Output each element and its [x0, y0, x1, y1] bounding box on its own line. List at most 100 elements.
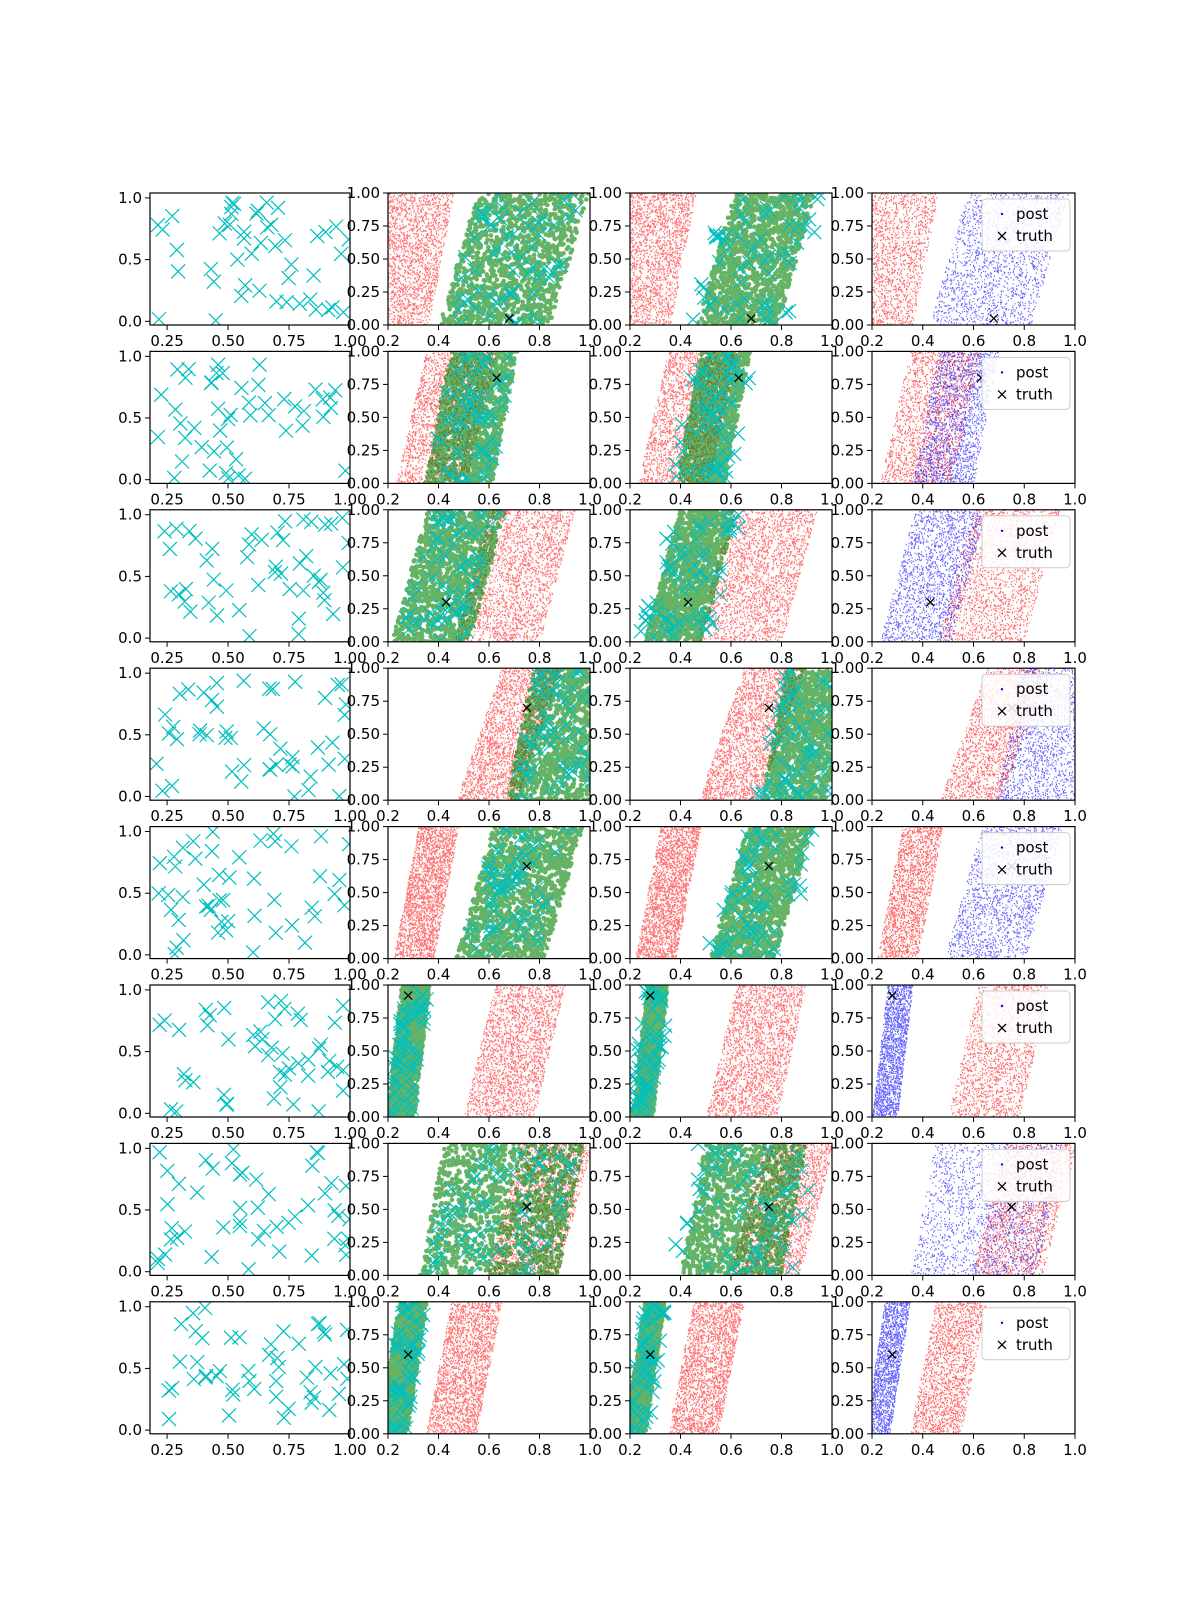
- x-tick-label: 0.4: [669, 966, 693, 984]
- x-tick-label: 0.8: [770, 807, 794, 825]
- axes-frame: [150, 827, 350, 959]
- y-tick-label: 0.50: [831, 1359, 864, 1377]
- x-tick-label: 0.8: [770, 332, 794, 350]
- legend: post truth: [982, 516, 1070, 568]
- y-tick-label: 0.75: [831, 851, 864, 869]
- x-tick-label: 0.8: [770, 490, 794, 508]
- y-tick-label: 0.50: [831, 408, 864, 426]
- x-tick-label: 0.25: [150, 807, 183, 825]
- x-tick-label: 0.6: [719, 1282, 743, 1300]
- y-tick-label: 0.0: [118, 312, 142, 330]
- y-tick-label: 1.00: [589, 659, 622, 677]
- y-tick-label: 0.25: [831, 600, 864, 618]
- x-tick-label: 0.75: [272, 966, 305, 984]
- x-tick-label: 0.8: [1012, 1124, 1036, 1142]
- y-tick-label: 0.50: [831, 725, 864, 743]
- x-tick-label: 0.6: [962, 966, 986, 984]
- y-tick-label: 1.00: [347, 659, 380, 677]
- y-tick-label: 0.00: [831, 1108, 864, 1126]
- y-tick-label: 0.50: [589, 1200, 622, 1218]
- x-tick-label: 0.6: [962, 1282, 986, 1300]
- y-tick-label: 1.00: [831, 1293, 864, 1311]
- panel-r3-c1: 0.25 0.50 0.75 1.000.00.51.0: [118, 506, 367, 667]
- panel-r8-c4: 0.2 0.4 0.6 0.8 1.00.000.250.500.751.00postt…: [831, 1293, 1087, 1459]
- legend-truth-label: truth: [1016, 544, 1053, 562]
- x-tick-label: 0.50: [211, 490, 244, 508]
- x-tick-label: 0.4: [669, 807, 693, 825]
- panel-r3-c3: 0.2 0.4 0.6 0.8 1.00.000.250.500.751.00: [589, 501, 844, 667]
- posterior-red-samples: [878, 827, 943, 959]
- y-tick-label: 0.75: [831, 1009, 864, 1027]
- panel-r8-c2: 0.2 0.4 0.6 0.8 1.00.000.250.500.751.00: [347, 1293, 602, 1459]
- y-tick-label: 0.75: [831, 375, 864, 393]
- y-tick-label: 0.25: [589, 283, 622, 301]
- x-tick-label: 0.4: [427, 1441, 451, 1459]
- y-tick-label: 0.5: [118, 726, 142, 744]
- y-tick-label: 0.00: [831, 1266, 864, 1284]
- y-tick-label: 0.25: [347, 1075, 380, 1093]
- proposal-red-samples: [636, 827, 701, 959]
- x-tick-label: 0.8: [528, 807, 552, 825]
- y-tick-label: 1.0: [118, 347, 142, 365]
- x-tick-label: 0.4: [911, 332, 935, 350]
- x-tick-label: 0.25: [150, 966, 183, 984]
- y-tick-label: 0.25: [589, 917, 622, 935]
- x-tick-label: 0.8: [770, 1282, 794, 1300]
- x-tick-label: 1.0: [1063, 1124, 1087, 1142]
- y-tick-label: 0.75: [589, 851, 622, 869]
- x-tick-label: 1.00: [333, 1441, 366, 1459]
- y-tick-label: 0.75: [347, 1326, 380, 1344]
- y-tick-label: 0.25: [831, 283, 864, 301]
- y-tick-label: 0.25: [347, 600, 380, 618]
- x-tick-label: 0.8: [528, 1282, 552, 1300]
- plot-area: [152, 825, 356, 961]
- x-tick-label: 0.8: [770, 649, 794, 667]
- x-tick-label: 0.4: [911, 1282, 935, 1300]
- y-tick-label: 0.25: [347, 283, 380, 301]
- y-tick-label: 0.50: [831, 1200, 864, 1218]
- y-tick-label: 1.0: [118, 1139, 142, 1157]
- legend-truth-label: truth: [1016, 385, 1053, 403]
- panel-r2-c2: 0.2 0.4 0.6 0.8 1.00.000.250.500.751.00: [347, 342, 602, 508]
- y-tick-label: 1.00: [589, 1134, 622, 1152]
- x-tick-label: 0.4: [911, 490, 935, 508]
- y-tick-label: 1.00: [347, 976, 380, 994]
- y-tick-label: 1.00: [589, 818, 622, 836]
- y-tick-label: 1.00: [347, 1293, 380, 1311]
- y-tick-label: 0.50: [589, 725, 622, 743]
- x-tick-label: 0.4: [427, 649, 451, 667]
- x-tick-label: 0.4: [427, 807, 451, 825]
- x-tick-label: 0.8: [528, 332, 552, 350]
- legend-post-label: post: [1016, 522, 1049, 540]
- x-tick-label: 0.6: [477, 1124, 501, 1142]
- x-tick-label: 0.6: [477, 649, 501, 667]
- y-tick-label: 1.00: [831, 184, 864, 202]
- plot-area: [151, 1142, 357, 1276]
- y-tick-label: 1.00: [347, 501, 380, 519]
- legend-truth-label: truth: [1016, 1019, 1053, 1037]
- y-tick-label: 0.00: [347, 950, 380, 968]
- y-tick-label: 0.00: [347, 316, 380, 334]
- y-tick-label: 0.0: [118, 471, 142, 489]
- legend-post-label: post: [1016, 205, 1049, 223]
- x-tick-label: 0.2: [860, 1441, 884, 1459]
- panel-r6-c3: 0.2 0.4 0.6 0.8 1.00.000.250.500.751.00: [589, 976, 844, 1142]
- y-tick-label: 0.5: [118, 251, 142, 269]
- y-tick-label: 0.50: [589, 250, 622, 268]
- x-tick-label: 0.25: [150, 1124, 183, 1142]
- y-tick-label: 0.75: [589, 534, 622, 552]
- x-tick-label: 0.50: [211, 1282, 244, 1300]
- x-tick-label: 0.25: [150, 490, 183, 508]
- legend-post-label: post: [1016, 680, 1049, 698]
- y-tick-label: 0.00: [589, 1266, 622, 1284]
- y-tick-label: 0.00: [831, 950, 864, 968]
- y-tick-label: 0.00: [347, 791, 380, 809]
- x-tick-label: 0.4: [669, 649, 693, 667]
- y-tick-label: 0.0: [118, 1104, 142, 1122]
- y-tick-label: 1.00: [347, 342, 380, 360]
- x-tick-label: 0.4: [669, 332, 693, 350]
- y-tick-label: 0.50: [347, 250, 380, 268]
